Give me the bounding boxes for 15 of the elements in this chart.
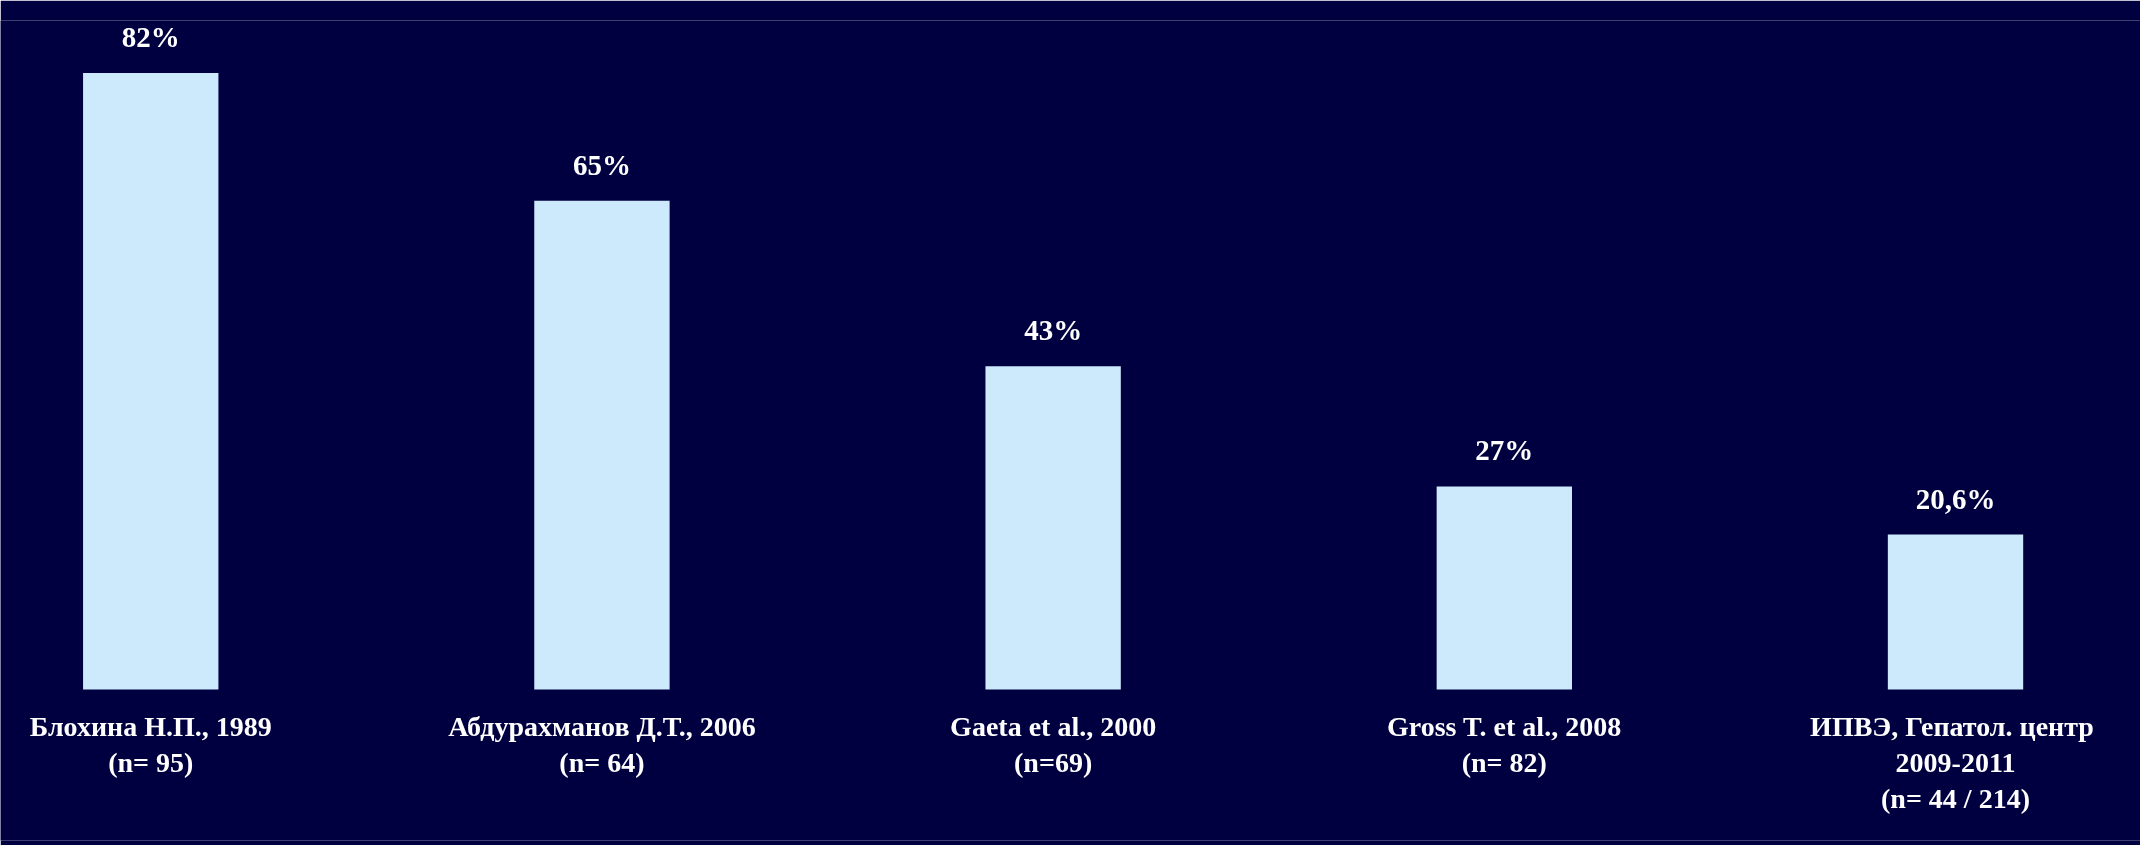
bar [1436,486,1572,690]
data-label: 27% [1475,434,1534,467]
x-tick-label: Gaeta et al., 2000 (n=69) [950,711,1157,779]
data-label: 20,6% [1915,482,1996,515]
x-tick-label: Абдурахманов Д.Т., 2006 (n= 64) [448,711,756,779]
bar [985,366,1121,690]
data-label: 82% [121,20,180,53]
x-tick-label: ИПВЭ, Гепатол. центр 2009-2011 (n= 44 / 214) [1810,711,2094,814]
data-label: 65% [572,148,631,181]
data-label: 43% [1024,314,1083,347]
x-tick-label: Блохина Н.П., 1989 (n= 95) [29,711,272,779]
bar [1887,534,2024,690]
bar [83,72,219,690]
bar [534,200,670,690]
x-tick-label: Gross T. et al., 2008 (n= 82) [1387,711,1622,779]
